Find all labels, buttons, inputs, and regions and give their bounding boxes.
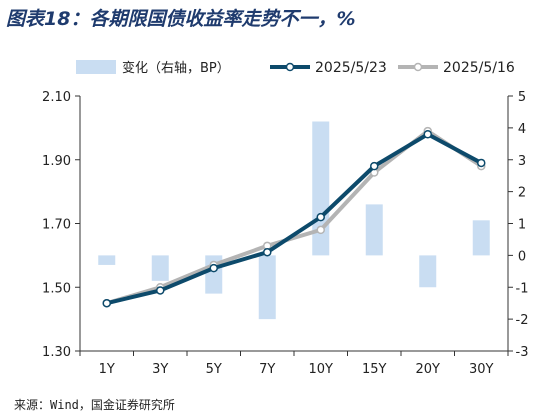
point-0523-3Y [156,286,165,295]
y-right-tick-label: 2 [518,186,526,201]
x-tick-label: 5Y [206,362,222,377]
bar-30Y [472,220,490,256]
point-0523-7Y [263,247,272,257]
bar-1Y [98,255,116,265]
y-right-tick-label: -3 [516,345,529,360]
bar-7Y [258,255,276,320]
x-tick-label: 1Y [99,362,115,377]
point-0516-10Y [316,225,325,235]
axes-layer: 1.30 1.50 1.70 1.90 2.10 -3 -2 -1 0 1 2 3 4 5 1Y 3Y 5Y 7Y… [42,90,528,377]
y-left-tick-label: 1.30 [42,345,71,360]
legend-swatch-change [76,60,116,74]
bar-3Y [151,255,169,281]
x-tick-label: 15Y [362,362,387,377]
y-right-tick-label: 0 [518,249,526,264]
point-0523-1Y [102,298,111,308]
point-0523-15Y [370,161,379,171]
y-right-tick-label: 3 [518,154,526,169]
lines-layer [102,126,486,308]
line-series-2025-5-23 [104,132,484,306]
x-tick-label: 10Y [309,362,334,377]
y-left-tick-label: 2.10 [42,90,71,105]
legend-label-0523: 2025/5/23 [315,60,387,76]
bar-15Y [365,204,383,256]
legend-label-0516: 2025/5/16 [443,60,515,76]
legend-marker-0516 [413,62,423,72]
x-tick-label: 3Y [152,362,168,377]
y-right-tick-label: -1 [516,281,529,296]
legend: 变化（右轴，BP） 2025/5/23 2025/5/16 [76,60,515,76]
point-0523-10Y [316,212,325,222]
point-0523-5Y [209,263,218,273]
legend-label-change: 变化（右轴，BP） [122,60,230,76]
x-tick-label: 30Y [469,362,494,377]
x-tick-label: 7Y [259,362,275,377]
x-tick-label: 20Y [416,362,441,377]
y-right-tick-label: -2 [516,313,529,328]
legend-marker-0523 [285,62,295,72]
y-left-tick-label: 1.70 [42,218,71,233]
point-0523-30Y [477,158,486,168]
bar-20Y [419,255,437,288]
source-note: 来源：Wind，国金证券研究所 [14,398,175,412]
y-left-tick-label: 1.50 [42,281,71,296]
chart-title: 图表18：各期限国债收益率走势不一，% [6,8,356,30]
bar-10Y [312,121,330,256]
y-right-tick-label: 4 [518,122,526,137]
point-0523-20Y [423,130,432,139]
y-left-tick-label: 1.90 [42,154,71,169]
y-right-tick-label: 1 [518,218,526,233]
y-right-tick-label: 5 [518,90,526,105]
